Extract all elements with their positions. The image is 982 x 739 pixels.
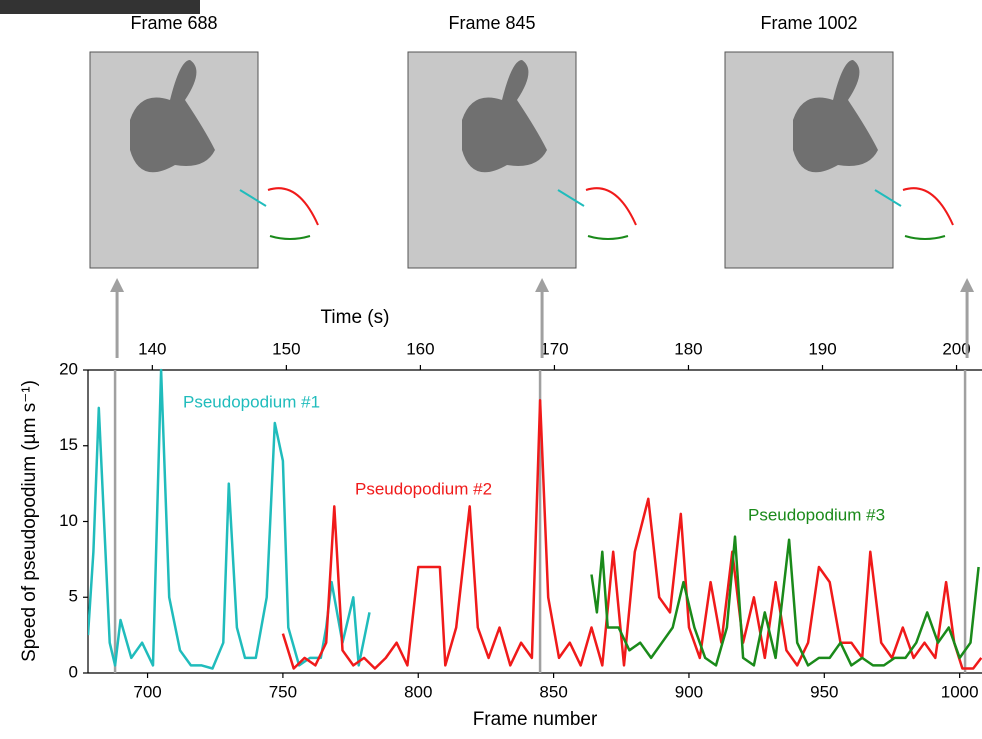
track-cyan (239, 189, 267, 207)
cell-body (130, 60, 215, 173)
microscope-image (724, 51, 954, 269)
arrow-head (110, 278, 125, 292)
x2-tick-label: 160 (406, 339, 434, 358)
x-tick-label: 900 (675, 682, 703, 701)
track-green (587, 235, 629, 240)
y-tick-label: 20 (59, 359, 78, 378)
series-label: Pseudopodium #3 (748, 505, 885, 524)
track-green (904, 235, 946, 240)
track-cyan (557, 189, 585, 207)
x2-axis-label: Time (s) (321, 307, 390, 328)
x2-tick-label: 190 (808, 339, 836, 358)
x-tick-label: 950 (810, 682, 838, 701)
x-tick-label: 1000 (941, 682, 979, 701)
cell-body (462, 60, 547, 173)
panel-title: Frame 1002 (760, 13, 857, 33)
y-tick-label: 10 (59, 511, 78, 530)
track-red (267, 187, 319, 226)
arrow-head (535, 278, 550, 292)
microscope-image (89, 51, 319, 269)
cell-body (793, 60, 878, 173)
x-tick-label: 800 (404, 682, 432, 701)
series-label: Pseudopodium #2 (355, 479, 492, 498)
x-tick-label: 750 (269, 682, 297, 701)
microscope-image (407, 51, 637, 269)
x2-tick-label: 200 (942, 339, 970, 358)
track-green (269, 235, 311, 240)
track-cyan (874, 189, 902, 207)
arrow-head (960, 278, 975, 292)
series-line (590, 535, 980, 667)
series-line (281, 399, 982, 670)
panel-title: Frame 845 (448, 13, 535, 33)
x2-tick-label: 170 (540, 339, 568, 358)
series-label: Pseudopodium #1 (183, 392, 320, 411)
x-tick-label: 850 (539, 682, 567, 701)
plot-area (88, 368, 982, 670)
x-tick-label: 700 (133, 682, 161, 701)
header-bar (0, 0, 200, 14)
track-red (902, 187, 954, 226)
y-tick-label: 5 (69, 587, 78, 606)
track-red (585, 187, 637, 226)
x2-tick-label: 180 (674, 339, 702, 358)
y-axis-label: Speed of pseudopodium (µm s⁻¹) (19, 380, 40, 662)
x2-tick-label: 140 (138, 339, 166, 358)
series-line (88, 368, 371, 670)
x2-tick-label: 150 (272, 339, 300, 358)
y-tick-label: 15 (59, 435, 78, 454)
panel-title: Frame 688 (130, 13, 217, 33)
x-axis-label: Frame number (473, 709, 598, 730)
y-tick-label: 0 (69, 662, 78, 681)
